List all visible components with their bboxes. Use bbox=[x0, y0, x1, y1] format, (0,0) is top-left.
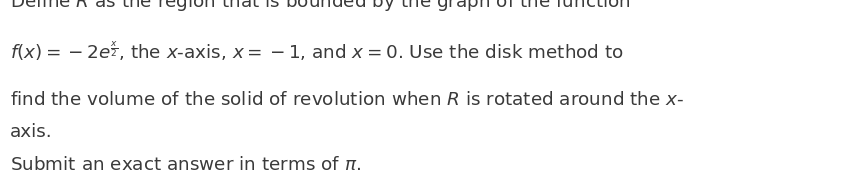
Text: find the volume of the solid of revolution when $\mathit{R}$ is rotated around t: find the volume of the solid of revoluti… bbox=[10, 91, 684, 109]
Text: $f(x) = -2e^{\frac{x}{2}}$, the $x$-axis, $x = -1$, and $x = 0$. Use the disk me: $f(x) = -2e^{\frac{x}{2}}$, the $x$-axis… bbox=[10, 40, 624, 63]
Text: axis.: axis. bbox=[10, 123, 52, 141]
Text: Define $\mathit{R}$ as the region that is bounded by the graph of the function: Define $\mathit{R}$ as the region that i… bbox=[10, 0, 631, 13]
Text: Submit an exact answer in terms of $\pi$.: Submit an exact answer in terms of $\pi$… bbox=[10, 156, 361, 174]
